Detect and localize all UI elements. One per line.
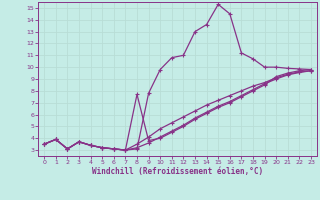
X-axis label: Windchill (Refroidissement éolien,°C): Windchill (Refroidissement éolien,°C) xyxy=(92,167,263,176)
